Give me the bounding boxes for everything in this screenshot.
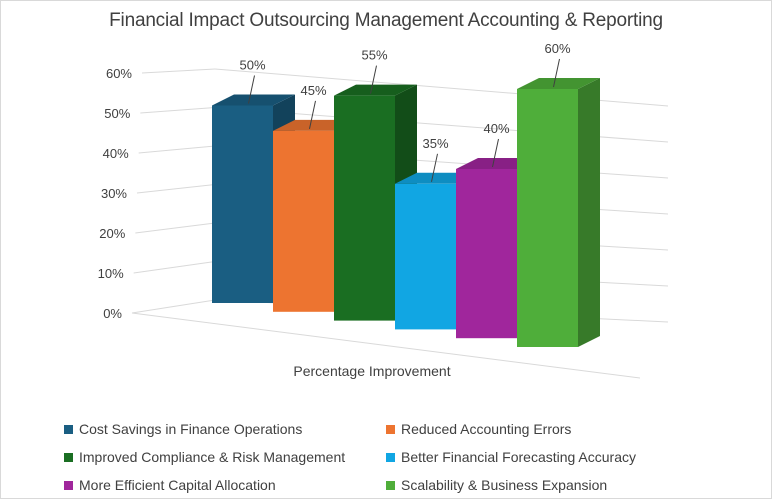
legend-label: Scalability & Business Expansion [401, 477, 608, 493]
bars [212, 78, 600, 347]
legend-item: Improved Compliance & Risk Management [64, 446, 386, 468]
legend: Cost Savings in Finance Operations Reduce… [64, 418, 754, 496]
legend-swatch [64, 424, 73, 434]
chart-title: Financial Impact Outsourcing Management … [109, 10, 663, 31]
legend-item: Cost Savings in Finance Operations [64, 418, 386, 440]
legend-item: Scalability & Business Expansion [386, 474, 746, 496]
floor-edge [131, 312, 641, 379]
x-axis-label: Percentage Improvement [293, 363, 450, 379]
legend-swatch [386, 480, 395, 490]
gridline-side [141, 68, 216, 74]
data-label: 45% [300, 83, 326, 98]
legend-item: Reduced Accounting Errors [386, 418, 746, 440]
gridline-side [133, 261, 216, 274]
bar-front [395, 183, 456, 330]
legend-item: Better Financial Forecasting Accuracy [386, 446, 746, 468]
data-label: 55% [361, 48, 387, 63]
gridline-side [138, 145, 216, 154]
y-tick-label: 0% [103, 306, 122, 321]
y-tick-label: 40% [103, 146, 129, 161]
leader-line [553, 58, 560, 88]
data-label: 35% [422, 136, 448, 151]
legend-swatch [64, 480, 73, 490]
gridline-side [131, 299, 216, 314]
y-tick-label: 10% [98, 266, 124, 281]
bar-front [456, 169, 517, 339]
bar-top [334, 84, 417, 96]
leader-line [370, 65, 377, 94]
legend-label: Cost Savings in Finance Operations [79, 421, 303, 437]
bar-front [273, 130, 334, 312]
bar-top [517, 78, 600, 89]
legend-label: Reduced Accounting Errors [401, 421, 572, 437]
legend-swatch [386, 452, 395, 462]
leader-line [248, 75, 255, 104]
leader-line [492, 138, 499, 168]
data-label: 50% [239, 58, 265, 73]
data-labels: 50% 45% 55% 35% 40% 60% [239, 41, 571, 182]
leader-line [431, 153, 438, 182]
bar-front [517, 89, 578, 347]
y-tick-label: 60% [106, 66, 132, 81]
leader-line [309, 100, 316, 130]
y-tick-label: 30% [101, 186, 127, 201]
legend-label: Improved Compliance & Risk Management [79, 449, 346, 465]
gridline-side [135, 222, 216, 234]
bar-front [334, 95, 395, 321]
legend-item: More Efficient Capital Allocation [64, 474, 386, 496]
bar-front [212, 105, 273, 303]
gridline-side [140, 107, 216, 114]
data-label: 60% [544, 41, 570, 56]
legend-label: More Efficient Capital Allocation [79, 477, 276, 493]
y-tick-label: 20% [99, 226, 125, 241]
legend-swatch [386, 424, 395, 434]
y-axis-ticks: 0% 10% 20% 30% 40% 50% 60% [98, 66, 133, 321]
bar-top [212, 94, 295, 106]
legend-label: Better Financial Forecasting Accuracy [401, 449, 636, 465]
legend-swatch [64, 452, 73, 462]
bar [334, 84, 417, 321]
y-tick-label: 50% [104, 106, 130, 121]
gridline-side [136, 184, 216, 194]
bar-side [578, 78, 600, 347]
bar [517, 78, 600, 347]
data-label: 40% [483, 121, 509, 136]
